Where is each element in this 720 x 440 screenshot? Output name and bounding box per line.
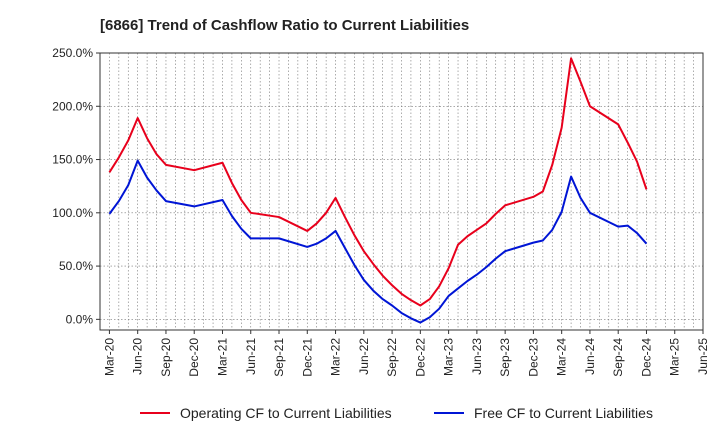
y-tick-label: 250.0% bbox=[52, 46, 93, 60]
x-tick-label: Dec-20 bbox=[187, 338, 201, 377]
x-tick-label: Jun-20 bbox=[131, 338, 145, 375]
x-tick-label: Mar-25 bbox=[668, 338, 682, 376]
x-tick-label: Jun-24 bbox=[583, 338, 597, 375]
y-axis: 0.0% 50.0% 100.0% 150.0% 200.0% 250.0% bbox=[52, 46, 100, 326]
x-tick-label: Mar-24 bbox=[555, 338, 569, 376]
x-tick-label: Sep-23 bbox=[498, 338, 512, 377]
legend-label-operating-cf: Operating CF to Current Liabilities bbox=[180, 405, 392, 421]
series-line-0 bbox=[108, 57, 648, 307]
x-tick-label: Sep-20 bbox=[159, 338, 173, 377]
x-tick-label: Sep-24 bbox=[611, 338, 625, 377]
x-tick-label: Mar-23 bbox=[442, 338, 456, 376]
x-tick-label: Sep-21 bbox=[272, 338, 286, 377]
legend: Operating CF to Current Liabilities Free… bbox=[140, 405, 653, 421]
chart-title: [6866] Trend of Cashflow Ratio to Curren… bbox=[100, 17, 469, 34]
x-axis: Mar-20 Jun-20 Sep-20 Dec-20 Mar-21 Jun-21 Sep-… bbox=[102, 330, 710, 377]
x-tick-label: Jun-21 bbox=[244, 338, 258, 375]
x-tick-label: Jun-25 bbox=[696, 338, 710, 375]
plot-frame bbox=[99, 52, 704, 331]
series-lines bbox=[108, 57, 648, 324]
x-tick-label: Sep-22 bbox=[385, 338, 399, 377]
x-tick-label: Dec-22 bbox=[413, 338, 427, 377]
x-tick-label: Dec-24 bbox=[639, 338, 653, 377]
y-tick-label: 0.0% bbox=[66, 312, 94, 326]
y-tick-label: 50.0% bbox=[59, 259, 93, 273]
grid bbox=[100, 52, 703, 330]
series-line-1 bbox=[108, 159, 648, 324]
x-tick-label: Dec-21 bbox=[300, 338, 314, 377]
x-tick-label: Mar-20 bbox=[102, 338, 116, 376]
x-tick-label: Mar-21 bbox=[215, 338, 229, 376]
y-tick-label: 200.0% bbox=[52, 99, 93, 113]
legend-label-free-cf: Free CF to Current Liabilities bbox=[474, 405, 653, 421]
y-tick-label: 100.0% bbox=[52, 206, 93, 220]
x-tick-label: Dec-23 bbox=[526, 338, 540, 377]
y-tick-label: 150.0% bbox=[52, 153, 93, 167]
x-tick-label: Jun-22 bbox=[357, 338, 371, 375]
x-tick-label: Jun-23 bbox=[470, 338, 484, 375]
x-tick-label: Mar-22 bbox=[329, 338, 343, 376]
